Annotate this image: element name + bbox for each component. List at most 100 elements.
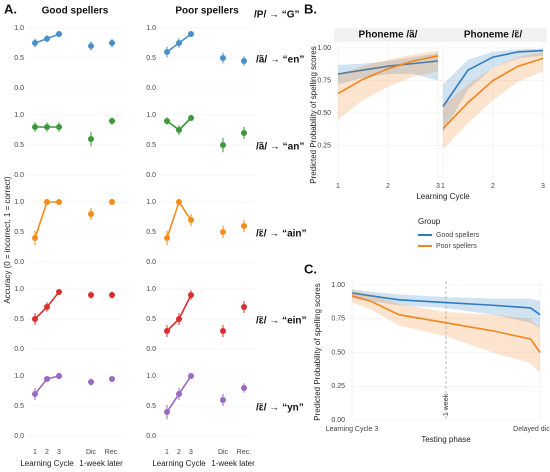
confidence-band: [443, 51, 543, 150]
mean-point: [109, 292, 115, 298]
mean-point: [220, 328, 226, 334]
mean-point: [109, 40, 115, 46]
mean-point: [32, 124, 38, 130]
y-tick-label: 0.0: [14, 172, 24, 179]
y-tick-label: 0.0: [146, 346, 156, 353]
y-tick-label: 0.5: [146, 316, 156, 323]
row-label: /ɛ̃/ → “yn”: [256, 402, 304, 413]
mean-point: [88, 379, 94, 385]
mean-point: [44, 199, 50, 205]
y-tick-label: 1.0: [14, 286, 24, 293]
legend-label: Poor spellers: [436, 243, 477, 250]
y-tick-label: 0.5: [14, 229, 24, 236]
y-tick-label: 1.0: [146, 25, 156, 32]
mean-point: [88, 136, 94, 142]
mean-point: [88, 211, 94, 217]
mean-point: [241, 58, 247, 64]
mean-point: [44, 304, 50, 310]
row-label: /ã/ → “en”: [256, 55, 304, 66]
mean-point: [56, 289, 62, 295]
trend-line: [166, 200, 192, 239]
header: /P/ → “G”: [254, 10, 300, 21]
group-title: Good spellers: [42, 6, 109, 17]
strip: [439, 28, 547, 42]
y-tick-label: 1.0: [14, 112, 24, 119]
mean-point: [188, 217, 194, 223]
series-line: [337, 55, 439, 95]
y-tick-label: 1.0: [14, 25, 24, 32]
mean-point: [220, 142, 226, 148]
y-tick-label: 0.50: [317, 110, 331, 117]
row-label: /ã/ → “an”: [256, 142, 304, 153]
mean-point: [44, 35, 50, 42]
legend-title: Group: [418, 217, 441, 226]
mean-point: [109, 376, 115, 382]
x-tick-label: 3: [436, 183, 440, 190]
mean-point: [109, 199, 115, 205]
y-tick-label: 1.0: [146, 286, 156, 293]
y-tick-label: 0.0: [146, 172, 156, 179]
mean-point: [88, 292, 94, 298]
legend-label: Good spellers: [436, 232, 480, 239]
x-tick-label: Dic: [218, 449, 229, 456]
y-tick-label: 0.75: [331, 316, 345, 323]
y-tick-label: 0.00: [331, 417, 345, 424]
y-tick-label: 0.5: [14, 55, 24, 62]
mean-point: [241, 223, 247, 229]
y-axis-label: Predicted Probability of spelling scores: [309, 46, 318, 183]
x-axis-label: Testing phase: [421, 435, 471, 444]
series-line: [442, 57, 544, 130]
confidence-band: [338, 50, 438, 120]
x-group-label: 1-week later: [79, 459, 123, 468]
y-tick-label: 0.0: [14, 346, 24, 353]
x-tick-label: 2: [177, 449, 181, 456]
x-tick-label: 3: [189, 449, 193, 456]
series-line: [351, 295, 541, 353]
mean-point: [164, 49, 170, 55]
y-axis-label: Predicted Probability of spelling scores: [313, 283, 322, 420]
y-tick-label: 0.25: [331, 383, 345, 390]
mean-point: [56, 199, 62, 205]
mean-point: [32, 40, 38, 46]
mean-point: [176, 40, 182, 46]
subplot-title: Phoneme /ã/: [359, 30, 418, 41]
x-tick-label: Delayed dictation: [513, 426, 550, 433]
mean-point: [188, 31, 194, 37]
subplot-title: Phoneme /ɛ̃/: [464, 29, 523, 40]
x-tick-label: Rec.: [105, 449, 119, 456]
mean-point: [176, 391, 182, 397]
mean-point: [188, 292, 194, 298]
row-label: /ɛ̃/ → “ain”: [256, 228, 307, 239]
y-tick-label: 1.0: [146, 373, 156, 380]
mean-point: [164, 328, 170, 334]
y-tick-label: 0.5: [146, 142, 156, 149]
group-title: Poor spellers: [175, 6, 239, 17]
x-tick-label: 3: [541, 183, 545, 190]
x-group-label: 1-week later: [211, 459, 255, 468]
y-tick-label: 0.0: [146, 259, 156, 266]
y-tick-label: 0.50: [331, 349, 345, 356]
x-tick-label: Learning Cycle 3: [326, 426, 379, 433]
mean-point: [188, 115, 194, 121]
series-line: [442, 49, 544, 107]
mean-point: [176, 316, 182, 322]
mean-point: [164, 118, 170, 124]
y-tick-label: 0.25: [317, 142, 331, 149]
x-tick-label: 1: [336, 183, 340, 190]
x-tick-label: 1: [165, 449, 169, 456]
y-tick-label: 0.5: [146, 403, 156, 410]
y-tick-label: 1.00: [317, 45, 331, 52]
panel-label: A.: [4, 1, 17, 16]
mean-point: [164, 235, 170, 241]
mean-point: [56, 373, 62, 379]
x-tick-label: Rec.: [237, 449, 251, 456]
x-group-label: Learning Cycle: [20, 459, 74, 468]
confidence-band: [352, 289, 540, 329]
mean-point: [44, 124, 50, 130]
mean-point: [220, 397, 226, 403]
y-tick-label: 0.0: [14, 433, 24, 440]
mean-point: [176, 127, 182, 133]
x-tick-label: 2: [491, 183, 495, 190]
mean-point: [241, 385, 247, 391]
mean-point: [188, 373, 194, 379]
